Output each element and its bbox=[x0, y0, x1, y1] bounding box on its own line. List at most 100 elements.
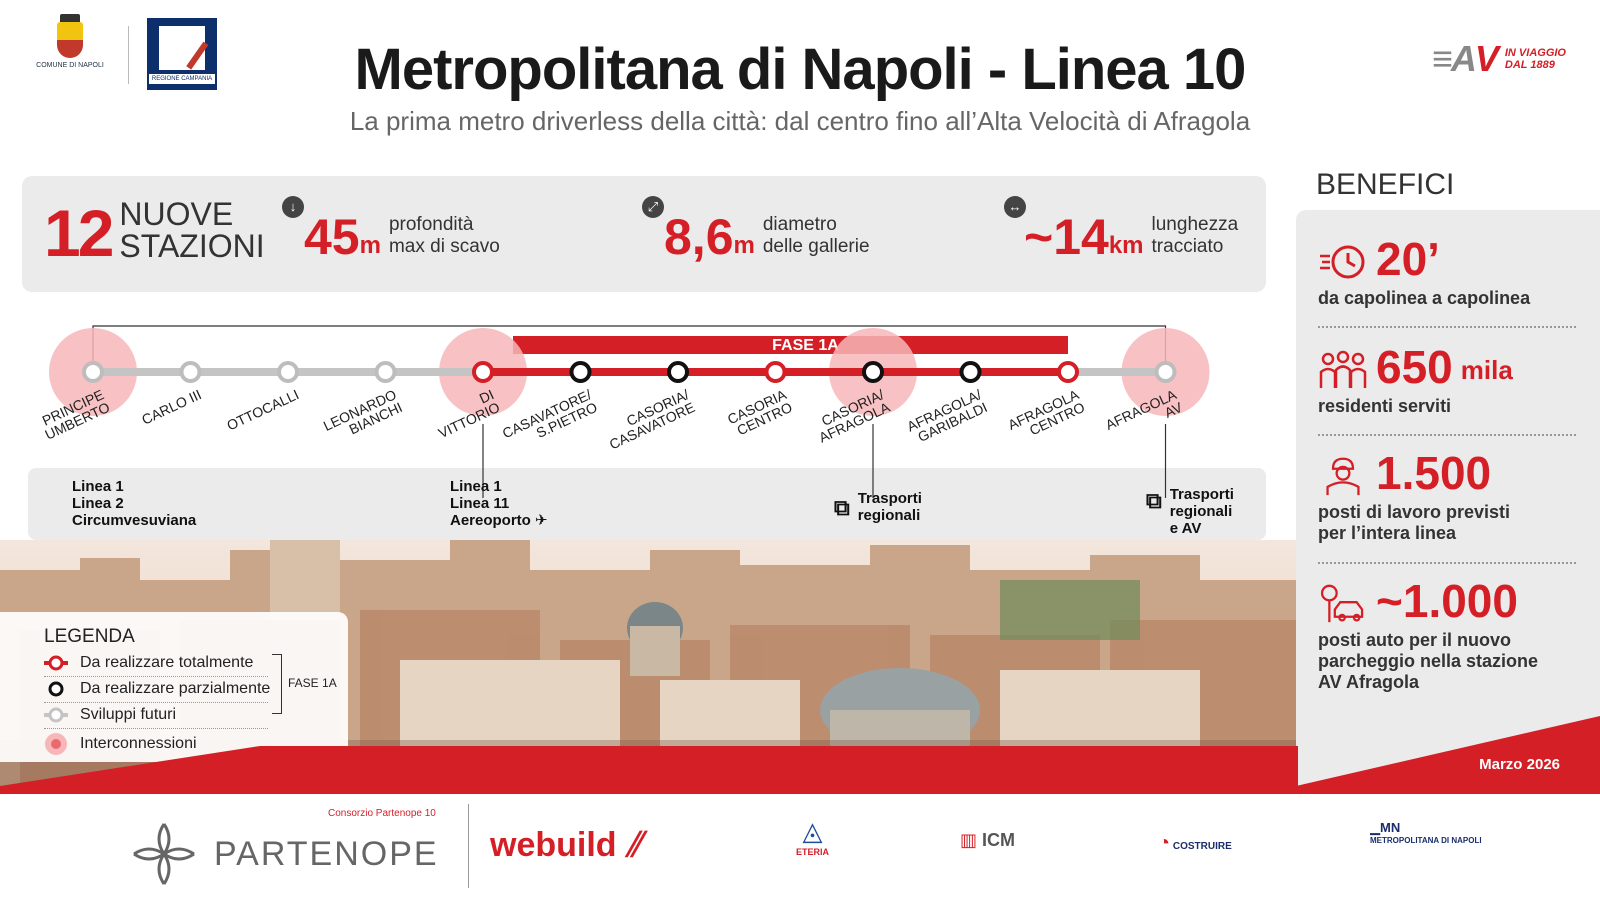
station-marker bbox=[862, 361, 884, 383]
car-parking-icon bbox=[1320, 584, 1364, 623]
legend-item-full: Da realizzare totalmente bbox=[44, 654, 253, 672]
people-icon bbox=[1319, 350, 1367, 388]
legend: LEGENDA Da realizzare totalmente Da real… bbox=[0, 612, 348, 762]
eav-logo: ≡AV IN VIAGGIO DAL 1889 bbox=[1432, 38, 1566, 80]
costruire-mark-icon: ◔ bbox=[1158, 832, 1171, 854]
station-label: OTTOCALLI bbox=[224, 386, 301, 433]
connection-line: Linea 2 bbox=[72, 495, 124, 512]
station-marker bbox=[277, 361, 299, 383]
connection-casoria-afragola: ⧉ Trasporti regionali bbox=[834, 490, 922, 524]
benefit-value: 1.500 bbox=[1376, 447, 1492, 499]
legend-item-future: Sviluppi futuri bbox=[44, 706, 176, 724]
station-marker bbox=[472, 361, 494, 383]
benefit-value: ~1.000 bbox=[1376, 575, 1518, 627]
eteria-name: ETERIA bbox=[796, 847, 830, 857]
stat-value: 12 bbox=[44, 196, 114, 270]
partenope-emblem-icon bbox=[133, 823, 195, 885]
costruire-name: COSTRUIRE bbox=[1172, 841, 1232, 852]
comune-napoli-logo: COMUNE DI NAPOLI bbox=[30, 14, 110, 69]
benefit-desc-line: posti di lavoro previsti bbox=[1318, 502, 1511, 522]
benefit-value: 20’ bbox=[1376, 233, 1440, 285]
eav-tagline-line-2: DAL 1889 bbox=[1504, 59, 1555, 71]
stat-unit: m bbox=[733, 232, 755, 259]
partenope-name: PARTENOPE bbox=[214, 834, 439, 873]
regione-label: REGIONE CAMPANIA bbox=[149, 74, 215, 84]
station-label: AFRAGOLACENTRO bbox=[1005, 386, 1087, 446]
eav-tagline: IN VIAGGIO DAL 1889 bbox=[1505, 47, 1566, 71]
page-subtitle: La prima metro driverless della città: d… bbox=[349, 106, 1251, 136]
connection-line: Linea 11 bbox=[450, 495, 510, 512]
stat-label: NUOVE STAZIONI bbox=[119, 198, 264, 262]
connection-line: Linea 1 bbox=[72, 478, 124, 495]
stat-depth: 45 m profondità max di scavo bbox=[304, 212, 500, 262]
connection-line-text: Aereoporto bbox=[450, 512, 531, 529]
benefit-desc-line: posti auto per il nuovo bbox=[1318, 630, 1511, 650]
metro-napoli-name: METROPOLITANA DI NAPOLI bbox=[1370, 836, 1482, 845]
consortium-label: Consorzio Partenope 10 bbox=[328, 808, 436, 819]
benefit-value: 650 bbox=[1376, 341, 1453, 393]
connection-line: e AV bbox=[1169, 520, 1202, 537]
benefit-top: 650 mila bbox=[1318, 344, 1588, 390]
stat-label-line-2: STAZIONI bbox=[119, 228, 265, 264]
stat-diameter: 8,6 m diametro delle gallerie bbox=[664, 212, 870, 262]
partenope-logo: PARTENOPE Consorzio Partenope 10 bbox=[124, 808, 439, 894]
station-label-line: OTTOCALLI bbox=[224, 386, 301, 433]
benefit-travel-time: 20’ da capolinea a capolinea bbox=[1318, 236, 1588, 309]
station-marker bbox=[764, 361, 787, 383]
benefit-desc-line: per l’intera linea bbox=[1318, 523, 1457, 543]
benefit-divider bbox=[1318, 326, 1576, 328]
benefit-desc-line: parcheggio nella stazione bbox=[1318, 651, 1539, 671]
legend-item-partial: Da realizzare parzialmente bbox=[44, 680, 270, 698]
benefit-desc: posti auto per il nuovo parcheggio nella… bbox=[1318, 630, 1588, 693]
stat-label-line-2: max di scavo bbox=[388, 236, 500, 257]
station-label: LEONARDOBIANCHI bbox=[321, 386, 405, 446]
institution-logos: COMUNE DI NAPOLI REGIONE CAMPANIA bbox=[30, 14, 217, 90]
legend-phase-bracket bbox=[272, 654, 282, 714]
connection-principe-umberto: Linea 1 Linea 2 Circumvesuviana bbox=[72, 478, 196, 529]
legend-label: Interconnessioni bbox=[80, 735, 197, 752]
stat-value: 45 bbox=[304, 209, 360, 265]
benefit-jobs: 1.500 posti di lavoro previsti per l’int… bbox=[1318, 450, 1588, 544]
page-title: Metropolitana di Napoli - Linea 10 bbox=[354, 37, 1247, 102]
stat-value: ~14 bbox=[1024, 209, 1109, 265]
eav-tagline-line-1: IN VIAGGIO bbox=[1504, 47, 1566, 59]
stat-length: ~14 km lunghezza tracciato bbox=[1024, 212, 1238, 262]
connection-line: regionali bbox=[857, 507, 921, 524]
benefit-desc: posti di lavoro previsti per l’intera li… bbox=[1318, 502, 1588, 544]
connection-line: Trasporti bbox=[857, 490, 922, 507]
station-label-line: CARLO III bbox=[139, 386, 204, 427]
station-marker bbox=[1057, 361, 1079, 383]
connection-text-group: Trasporti regionali e AV bbox=[1170, 486, 1234, 537]
benefit-parking: ~1.000 posti auto per il nuovo parcheggi… bbox=[1318, 578, 1588, 693]
connection-di-vittorio: Linea 1 Linea 11 Aereoporto ✈ bbox=[450, 478, 548, 529]
station-marker bbox=[179, 361, 202, 383]
legend-interchange-icon bbox=[45, 733, 67, 755]
connection-line: Trasporti bbox=[1169, 486, 1234, 503]
legend-full-icon bbox=[44, 655, 68, 671]
station-label: CARLO III bbox=[139, 386, 204, 427]
comune-label: COMUNE DI NAPOLI bbox=[36, 62, 104, 69]
benefit-desc: residenti serviti bbox=[1318, 396, 1452, 416]
benefici-title: BENEFICI bbox=[1316, 168, 1455, 201]
metro-napoli-mark-icon: ▁MN bbox=[1370, 820, 1401, 835]
stat-label-line-1: lunghezza bbox=[1151, 214, 1239, 235]
benefit-unit: mila bbox=[1460, 355, 1513, 385]
connections-bar bbox=[28, 468, 1266, 540]
benefici-panel: 20’ da capolinea a capolinea 650 mila re… bbox=[1296, 210, 1600, 786]
stats-bar: 12 NUOVE STAZIONI ↓ 45 m profondità max … bbox=[22, 176, 1266, 292]
bottom-red-wedge bbox=[0, 746, 1298, 786]
legend-label: Sviluppi futuri bbox=[80, 706, 177, 723]
icm-name: ICM bbox=[982, 830, 1016, 850]
stat-label: lunghezza tracciato bbox=[1152, 214, 1239, 258]
costruire-logo: ◔ COSTRUIRE bbox=[1158, 832, 1232, 855]
airplane-icon: ✈ bbox=[535, 512, 548, 529]
benefit-desc-line: AV Afragola bbox=[1318, 672, 1420, 692]
stat-label-line-1: diametro bbox=[762, 214, 837, 235]
eteria-mark-icon: ◬ bbox=[802, 816, 823, 846]
legend-item-interchange: Interconnessioni bbox=[44, 732, 197, 756]
icm-logo: ▥ ICM bbox=[960, 830, 1015, 851]
stat-label-line-1: profondità bbox=[388, 214, 474, 235]
metro-napoli-logo: ▁MN METROPOLITANA DI NAPOLI bbox=[1370, 820, 1482, 845]
station-label: CASORIACENTRO bbox=[725, 386, 795, 440]
stat-stations: 12 NUOVE STAZIONI bbox=[44, 198, 265, 266]
